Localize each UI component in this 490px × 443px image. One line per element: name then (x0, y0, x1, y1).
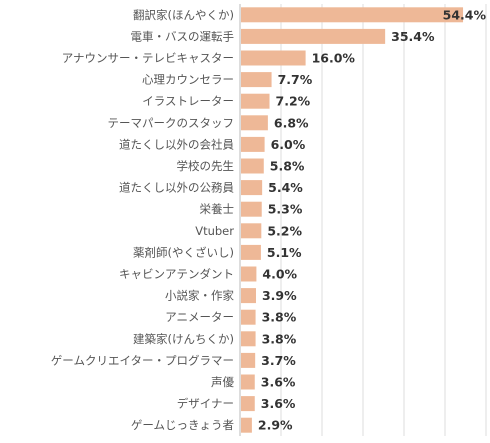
value-label: 3.9% (262, 288, 297, 303)
value-label: 3.6% (261, 375, 296, 390)
bar (241, 331, 256, 347)
category-label: 道たくし以外の公務員 (119, 181, 234, 195)
bar (241, 180, 263, 196)
category-label: イラストレーター (142, 94, 234, 108)
bar-layer (241, 7, 464, 433)
category-label: 声優 (211, 375, 234, 389)
category-label: 小説家・作家 (165, 289, 234, 303)
category-label: ゲームクリエイター・プログラマー (51, 353, 234, 367)
category-label: キャビンアテンダント (119, 267, 234, 281)
value-label: 35.4% (391, 29, 435, 44)
category-label: 翻訳家(ほんやくか) (133, 8, 234, 22)
value-label: 2.9% (258, 418, 293, 433)
value-label: 6.8% (274, 115, 309, 130)
bar (241, 28, 386, 44)
value-label: 3.8% (262, 331, 297, 346)
category-label: テーマパークのスタッフ (108, 116, 235, 130)
value-label: 7.7% (278, 72, 313, 87)
bar (241, 288, 256, 304)
value-label: 54.4% (443, 7, 487, 22)
value-label: 5.3% (268, 202, 303, 217)
category-label: 栄養士 (200, 202, 235, 216)
category-label: 道たくし以外の会社員 (119, 137, 234, 151)
category-label: 建築家(けんちくか) (133, 332, 234, 346)
bar (241, 7, 464, 23)
bar (241, 374, 255, 390)
bar (241, 244, 261, 260)
value-label: 16.0% (312, 51, 356, 66)
bar (241, 136, 265, 152)
bar (241, 93, 270, 109)
value-label: 5.1% (267, 245, 302, 260)
category-label: 学校の先生 (177, 159, 235, 173)
value-label: 3.6% (261, 396, 296, 411)
bar (241, 223, 262, 239)
category-label: 薬剤師(やくざいし) (133, 245, 234, 259)
category-label: アナウンサー・テレビキャスター (62, 51, 234, 65)
value-label: 6.0% (271, 137, 306, 152)
bar (241, 352, 256, 368)
category-label: 心理カウンセラー (142, 73, 234, 87)
bar (241, 72, 272, 88)
value-label: 3.7% (261, 353, 296, 368)
value-label: 3.8% (262, 310, 297, 325)
value-label: 5.2% (267, 223, 302, 238)
bar (241, 417, 252, 433)
bar (241, 309, 256, 325)
category-label: デザイナー (177, 397, 234, 411)
bar (241, 50, 306, 66)
value-label: 5.8% (270, 159, 305, 174)
bar (241, 115, 268, 131)
category-label: Vtuber (195, 224, 234, 238)
value-label: 7.2% (276, 94, 311, 109)
category-label: 電車・バスの運転手 (131, 29, 235, 43)
grid-layer (239, 4, 487, 436)
label-layer: 翻訳家(ほんやくか) 54.4% 電車・バスの運転手 35.4% アナウンサー・テレビキ… (51, 7, 487, 432)
bar (241, 158, 264, 174)
value-label: 4.0% (262, 267, 297, 282)
bar (241, 396, 255, 412)
category-label: ゲームじっきょう者 (131, 418, 234, 432)
bar (241, 201, 262, 217)
bar (241, 266, 257, 282)
category-label: アニメーター (165, 310, 234, 324)
value-label: 5.4% (268, 180, 303, 195)
